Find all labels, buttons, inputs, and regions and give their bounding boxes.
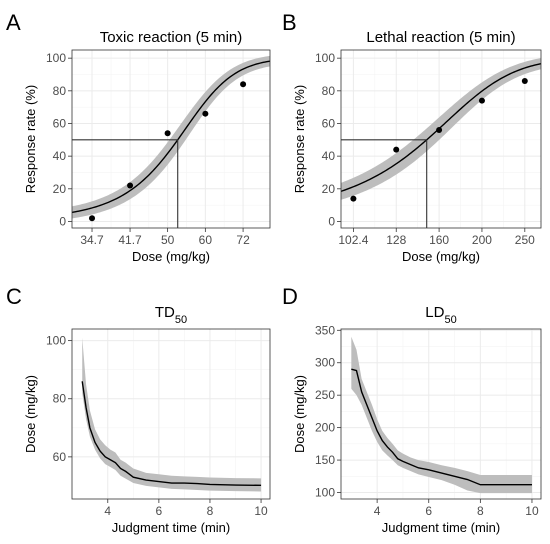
data-point [89, 215, 96, 222]
panel-letter: D [282, 284, 298, 309]
panel-title: LD50 [425, 304, 456, 326]
y-tick-label: 0 [328, 214, 335, 228]
panel-a: 34.7 41.7 50 60 72 0 20 40 60 80 100 Dose (mg/kg) Re… [6, 10, 271, 264]
x-tick-label: 34.7 [80, 233, 104, 247]
x-tick-label: 102.4 [338, 233, 368, 247]
y-tick-label: 200 [315, 421, 335, 435]
plot-frame [71, 49, 271, 229]
y-tick-label: 40 [53, 149, 67, 163]
confidence-band [351, 336, 532, 494]
plot-frame [71, 328, 271, 500]
series-line [351, 368, 532, 486]
y-tick-label: 350 [315, 323, 335, 337]
x-tick-label: 6 [425, 504, 432, 518]
y-tick-label: 60 [53, 450, 67, 464]
x-tick-label: 8 [477, 504, 484, 518]
panel-letter: B [282, 10, 297, 35]
y-tick-label: 300 [315, 356, 335, 370]
x-tick-label: 200 [472, 233, 492, 247]
y-tick-label: 100 [46, 334, 66, 348]
x-tick-label: 128 [386, 233, 406, 247]
data-point [350, 195, 357, 202]
series-line [81, 381, 262, 487]
panel-title: TD50 [155, 304, 187, 326]
x-tick-label: 4 [374, 504, 381, 518]
panel-title: Lethal reaction (5 min) [366, 29, 515, 46]
y-tick-label: 40 [322, 149, 336, 163]
x-tick-label: 10 [525, 504, 539, 518]
y-tick-label: 20 [322, 182, 336, 196]
panel-letter: A [6, 10, 21, 35]
x-tick-label: 60 [199, 233, 213, 247]
x-tick-label: 160 [429, 233, 449, 247]
x-tick-label: 8 [207, 504, 214, 518]
data-point [478, 97, 485, 104]
panel-c: 4 6 8 10 60 80 100 Judgment time (min) Dose (mg/… [6, 284, 271, 535]
x-axis-label: Judgment time (min) [112, 520, 230, 535]
x-tick-label: 50 [161, 233, 175, 247]
fitted-curve [72, 60, 270, 214]
panel-title: Toxic reaction (5 min) [100, 29, 243, 46]
data-point [240, 81, 247, 88]
plot-frame [340, 49, 542, 229]
panel-b: 102.4 128 160 200 250 0 20 40 60 80 100 Dose (mg/kg… [282, 10, 542, 264]
data-point [127, 182, 134, 189]
panel-letter: C [6, 284, 22, 309]
fitted-curve [341, 62, 541, 192]
y-tick-label: 20 [53, 182, 67, 196]
data-point [393, 146, 400, 153]
panel-title-main: TD [155, 304, 175, 321]
y-tick-label: 100 [315, 51, 335, 65]
plot-area [351, 336, 532, 494]
y-tick-label: 0 [59, 214, 66, 228]
x-tick-label: 72 [236, 233, 250, 247]
data-point [202, 110, 209, 117]
x-tick-label: 250 [515, 233, 535, 247]
x-tick-label: 6 [156, 504, 163, 518]
y-tick-label: 80 [53, 392, 67, 406]
panel-title-main: LD [425, 304, 444, 321]
plot-area [81, 337, 262, 492]
x-axis-label: Judgment time (min) [382, 520, 500, 535]
x-tick-label: 10 [254, 504, 268, 518]
x-axis-label: Dose (mg/kg) [132, 249, 210, 264]
y-tick-label: 100 [46, 51, 66, 65]
data-point [164, 130, 171, 137]
y-tick-label: 250 [315, 388, 335, 402]
y-tick-label: 60 [322, 116, 336, 130]
confidence-band [72, 55, 270, 219]
plot-area [341, 58, 541, 228]
y-axis-label: Response rate (%) [292, 85, 307, 193]
y-tick-label: 100 [315, 486, 335, 500]
panel-d: 4 6 8 10 100 150 200 250 300 350 Judgment time (mi… [282, 284, 542, 535]
y-tick-label: 80 [322, 84, 336, 98]
plot-frame [340, 328, 542, 500]
y-axis-label: Dose (mg/kg) [292, 375, 307, 453]
panel-title-subscript: 50 [175, 314, 187, 326]
x-axis-label: Dose (mg/kg) [402, 249, 480, 264]
panel-title-subscript: 50 [444, 314, 456, 326]
y-tick-label: 60 [53, 116, 67, 130]
data-point [521, 78, 528, 85]
x-tick-label: 4 [104, 504, 111, 518]
y-axis-label: Response rate (%) [23, 85, 38, 193]
x-tick-label: 41.7 [118, 233, 142, 247]
confidence-band [82, 337, 262, 492]
data-point [436, 127, 443, 134]
y-tick-label: 80 [53, 84, 67, 98]
plot-area [72, 55, 270, 228]
y-tick-label: 150 [315, 453, 335, 467]
y-axis-label: Dose (mg/kg) [23, 375, 38, 453]
